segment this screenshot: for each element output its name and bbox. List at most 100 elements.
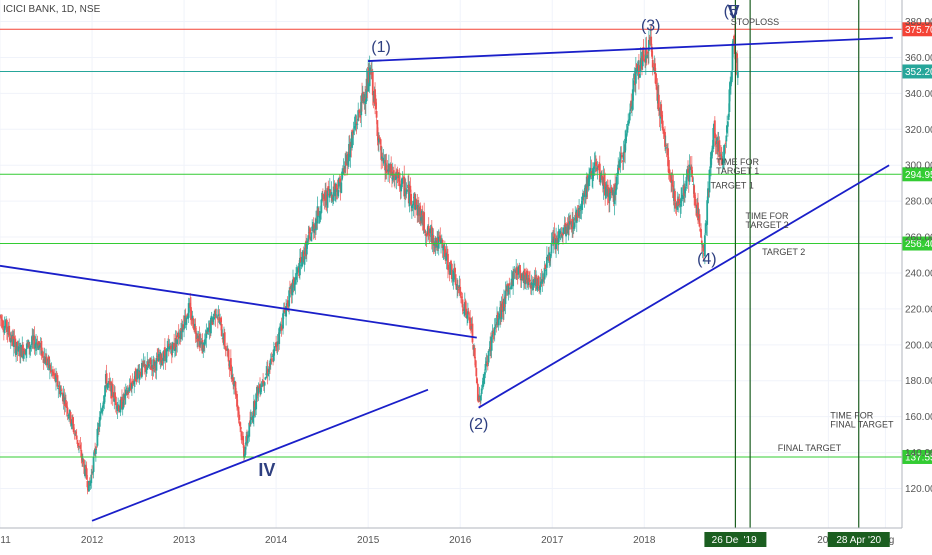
candle-body <box>356 123 359 125</box>
candle-body <box>532 282 534 291</box>
vertical-lines-layer <box>734 0 860 528</box>
candle-body <box>714 141 717 145</box>
candle-body <box>549 255 551 262</box>
candle-body <box>344 161 347 169</box>
x-highlight-tag-label: '19 <box>744 535 757 546</box>
candle-body <box>520 278 523 281</box>
candle-body <box>490 336 493 351</box>
candle-body <box>61 392 64 395</box>
candle-body <box>79 444 82 449</box>
candle-body <box>590 171 593 176</box>
time-for-target-1-label: TIME FOR <box>716 157 759 167</box>
candle-body <box>368 67 371 87</box>
candle-body <box>693 185 696 198</box>
candle-body <box>702 244 705 252</box>
candle-body <box>487 350 490 363</box>
candle-body <box>42 351 44 358</box>
time-for-final-target-label: FINAL TARGET <box>830 419 894 429</box>
candle-body <box>635 64 638 70</box>
candle-body <box>310 233 313 242</box>
candle-body <box>626 126 629 133</box>
candle-body <box>557 234 560 245</box>
candle-body <box>84 465 87 477</box>
candle-body <box>671 179 674 187</box>
candle-body <box>122 394 125 408</box>
candle-body <box>0 315 2 318</box>
candle-body <box>349 141 352 158</box>
candle-body <box>572 218 574 229</box>
candle-body <box>91 472 93 474</box>
y-tick-label: 180.00 <box>905 376 932 387</box>
candle-body <box>268 366 271 373</box>
candle-body <box>687 168 689 174</box>
candle-body <box>210 316 213 320</box>
candle-body <box>308 229 311 234</box>
candle-body <box>46 363 49 365</box>
candle-body <box>512 270 515 287</box>
candle-body <box>471 323 474 343</box>
candle-body <box>665 145 668 146</box>
candle-body <box>147 361 149 367</box>
candle-body <box>220 324 223 337</box>
candle-body <box>491 330 494 337</box>
candle-body <box>615 176 618 190</box>
candle-body <box>614 183 617 192</box>
candle-body <box>476 378 478 384</box>
candle-body <box>168 346 171 350</box>
candle-body <box>621 160 624 162</box>
candle-body <box>75 432 77 434</box>
candle-body <box>224 346 227 350</box>
candle-body <box>244 447 247 455</box>
candle-body <box>727 113 730 120</box>
candle-body <box>460 296 463 299</box>
candle-body <box>267 373 270 376</box>
candle-body <box>558 230 561 238</box>
candle-body <box>690 166 693 175</box>
candle-body <box>303 256 306 265</box>
candle-body <box>464 300 467 310</box>
candle-body <box>595 161 597 166</box>
candle-body <box>259 388 262 395</box>
candle-body <box>133 380 136 385</box>
candle-body <box>296 268 299 273</box>
candle-body <box>114 396 117 406</box>
candle-body <box>420 217 422 221</box>
candle-body <box>630 100 633 109</box>
candle-body <box>6 320 8 333</box>
candle-body <box>461 299 464 308</box>
x-tick-label: 2015 <box>357 535 380 546</box>
candle-body <box>89 480 92 486</box>
candle-body <box>700 240 703 245</box>
candle-body <box>667 148 669 167</box>
candle-body <box>243 454 246 458</box>
x-tick-label: 2017 <box>541 535 564 546</box>
candle-body <box>634 67 637 84</box>
candle-body <box>81 455 83 461</box>
candle-body <box>232 377 235 385</box>
candle-body <box>732 38 735 45</box>
candle-body <box>139 371 142 375</box>
x-tick-label: 2014 <box>265 535 288 546</box>
candles-layer <box>0 23 739 495</box>
candle-body <box>269 364 271 368</box>
candle-body <box>90 474 93 484</box>
candle-body <box>38 345 41 348</box>
candle-body <box>608 193 611 201</box>
candle-body <box>613 186 616 204</box>
candle-body <box>433 243 436 245</box>
candle-body <box>160 354 162 363</box>
candle-body <box>25 348 27 355</box>
candle-body <box>632 80 635 92</box>
candle-body <box>631 89 634 110</box>
candle-body <box>352 131 355 134</box>
stoploss-price-label: 375.70 <box>905 25 932 36</box>
candle-body <box>591 170 594 182</box>
candle-body <box>647 51 650 54</box>
candle-body <box>162 358 165 361</box>
candle-body <box>282 310 285 315</box>
candle-body <box>467 311 470 315</box>
candle-body <box>326 188 329 208</box>
candle-body <box>108 380 111 385</box>
candle-body <box>593 162 596 169</box>
